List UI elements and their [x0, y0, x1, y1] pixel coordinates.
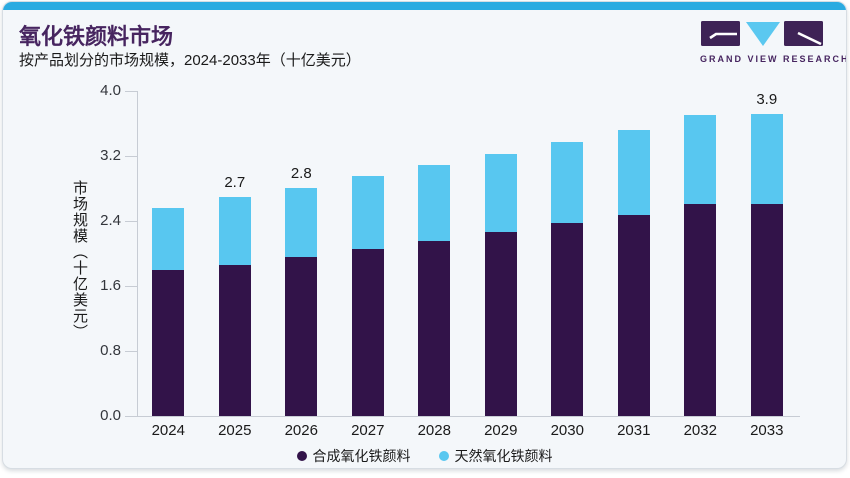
bar-slot-2028 — [401, 91, 468, 416]
bar-segment-2031-series1 — [617, 214, 650, 416]
bar-slot-2027 — [335, 91, 402, 416]
bar-slot-2030 — [534, 91, 601, 416]
x-tick-label-2029: 2029 — [484, 422, 518, 439]
x-axis-line — [137, 416, 800, 417]
x-axis-labels: 2024 2025 2026 2027 2028 2029 2030 2031 2032 2033 — [135, 422, 800, 439]
bar-segment-2026-series2 — [285, 187, 318, 257]
grand-view-research-logo: GRAND VIEW RESEARCH — [700, 20, 847, 64]
y-tick-mark — [125, 416, 137, 417]
y-tick-label: 4.0 — [100, 82, 121, 99]
logo-wordmark: GRAND VIEW RESEARCH — [700, 54, 847, 64]
bar-segment-2030-series2 — [551, 142, 584, 224]
chart-card: 氧化铁颜料市场 按产品划分的市场规模，2024-2033年（十亿美元） GRAN… — [2, 1, 847, 469]
legend-swatch-icon — [438, 451, 449, 461]
x-tick-label-2030: 2030 — [550, 422, 584, 439]
bar-chart-area: 2.7 2.8 3.9 — [135, 91, 800, 416]
legend-swatch-icon — [296, 451, 307, 461]
accent-top-strip — [3, 2, 846, 10]
x-tick-label-2027: 2027 — [351, 422, 385, 439]
bar-segment-2030-series1 — [551, 223, 584, 416]
bar-segment-2029-series2 — [484, 153, 517, 233]
legend-label: 合成氧化铁颜料 — [312, 448, 411, 464]
bar-slot-2025: 2.7 — [202, 91, 269, 416]
y-tick-label: 1.6 — [100, 277, 121, 294]
bar-slot-2033: 3.9 — [734, 91, 801, 416]
bar-segment-2026-series1 — [285, 256, 318, 416]
x-tick-label-2026: 2026 — [284, 422, 318, 439]
bar-segment-2031-series2 — [617, 130, 650, 215]
bar-slot-2031 — [601, 91, 668, 416]
data-label-2033: 3.9 — [756, 91, 778, 108]
bar-segment-2025-series1 — [218, 264, 251, 416]
y-tick-label: 0.8 — [100, 342, 121, 359]
y-tick-mark — [125, 156, 137, 157]
legend-item-1: 合成氧化铁颜料 — [296, 446, 411, 466]
bar-slot-2032 — [667, 91, 734, 416]
bar-segment-2025-series2 — [218, 196, 251, 265]
x-tick-label-2033: 2033 — [750, 422, 784, 439]
y-tick-label: 3.2 — [100, 147, 121, 164]
y-tick-mark — [125, 286, 137, 287]
bar-slot-2024 — [135, 91, 202, 416]
x-tick-label-2028: 2028 — [417, 422, 451, 439]
y-tick-mark — [125, 91, 137, 92]
bar-segment-2028-series1 — [418, 241, 451, 416]
bar-segment-2027-series1 — [351, 248, 384, 416]
bar-segment-2029-series1 — [484, 232, 517, 416]
legend-item-2: 天然氧化铁颜料 — [438, 446, 553, 466]
bar-slot-2029 — [468, 91, 535, 416]
bar-slot-2026: 2.8 — [268, 91, 335, 416]
y-tick-label: 0.0 — [100, 407, 121, 424]
x-tick-label-2025: 2025 — [218, 422, 252, 439]
y-tick-mark — [125, 221, 137, 222]
bar-segment-2032-series2 — [684, 115, 717, 204]
bar-segment-2033-series1 — [750, 203, 783, 416]
x-tick-label-2031: 2031 — [617, 422, 651, 439]
y-axis-line — [137, 91, 138, 416]
legend-label: 天然氧化铁颜料 — [454, 448, 553, 464]
y-axis-title: 市场规模（十亿美元） — [71, 180, 88, 340]
chart-legend: 合成氧化铁颜料 天然氧化铁颜料 — [3, 446, 846, 466]
bar-segment-2024-series1 — [152, 269, 185, 416]
bar-segment-2028-series2 — [418, 164, 451, 242]
data-label-2026: 2.8 — [290, 164, 312, 182]
y-tick-label: 2.4 — [100, 212, 121, 229]
data-label-2025: 2.7 — [224, 173, 246, 191]
y-tick-mark — [125, 351, 137, 352]
gvr-logo-icon — [701, 21, 823, 46]
chart-title: 氧化铁颜料市场 — [19, 24, 174, 49]
bar-segment-2027-series2 — [351, 176, 384, 249]
x-tick-label-2032: 2032 — [683, 422, 717, 439]
chart-subtitle: 按产品划分的市场规模，2024-2033年（十亿美元） — [19, 52, 361, 69]
bar-segment-2032-series1 — [684, 203, 717, 416]
x-tick-label-2024: 2024 — [151, 422, 185, 439]
bar-segment-2033-series2 — [750, 114, 783, 204]
bar-segment-2024-series2 — [152, 208, 185, 270]
